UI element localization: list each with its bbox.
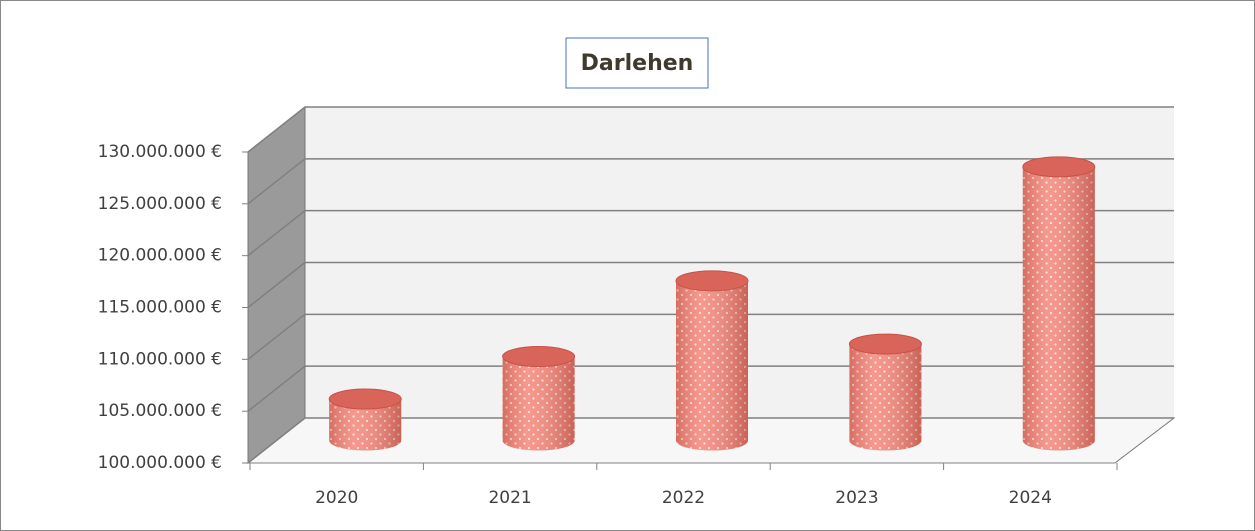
y-tick-label: 115.000.000 €: [98, 298, 222, 318]
bar-top: [502, 346, 576, 368]
grid-line: [247, 313, 1174, 360]
bar-shade: [849, 344, 922, 451]
x-tick-label: 2022: [662, 488, 705, 508]
grid-line: [247, 261, 1174, 309]
x-tick-label: 2023: [835, 488, 878, 508]
bar-shade: [1022, 166, 1095, 451]
y-tick-label: 120.000.000 €: [98, 246, 222, 266]
chart-title: Darlehen: [581, 51, 694, 76]
x-tick-label: 2021: [488, 488, 531, 508]
y-tick-label: 125.000.000 €: [98, 194, 222, 214]
grid-line: [247, 106, 1174, 153]
y-tick-label: 100.000.000 €: [98, 453, 222, 473]
bar-shade: [502, 356, 575, 451]
bar-shade: [676, 280, 748, 451]
grid-line: [247, 158, 1174, 205]
y-tick-label: 105.000.000 €: [98, 401, 222, 421]
bar-shade: [329, 399, 402, 451]
grid-line: [247, 209, 1174, 257]
y-tick-label: 110.000.000 €: [98, 349, 222, 369]
x-tick-label: 2020: [315, 488, 358, 508]
bar-top: [1022, 156, 1096, 178]
bar-top: [675, 270, 749, 292]
x-tick-label: 2024: [1009, 488, 1052, 508]
bar-top: [328, 388, 402, 410]
y-tick-label: 130.000.000 €: [98, 142, 222, 162]
bar-top: [848, 333, 922, 355]
title-box: [565, 37, 709, 89]
